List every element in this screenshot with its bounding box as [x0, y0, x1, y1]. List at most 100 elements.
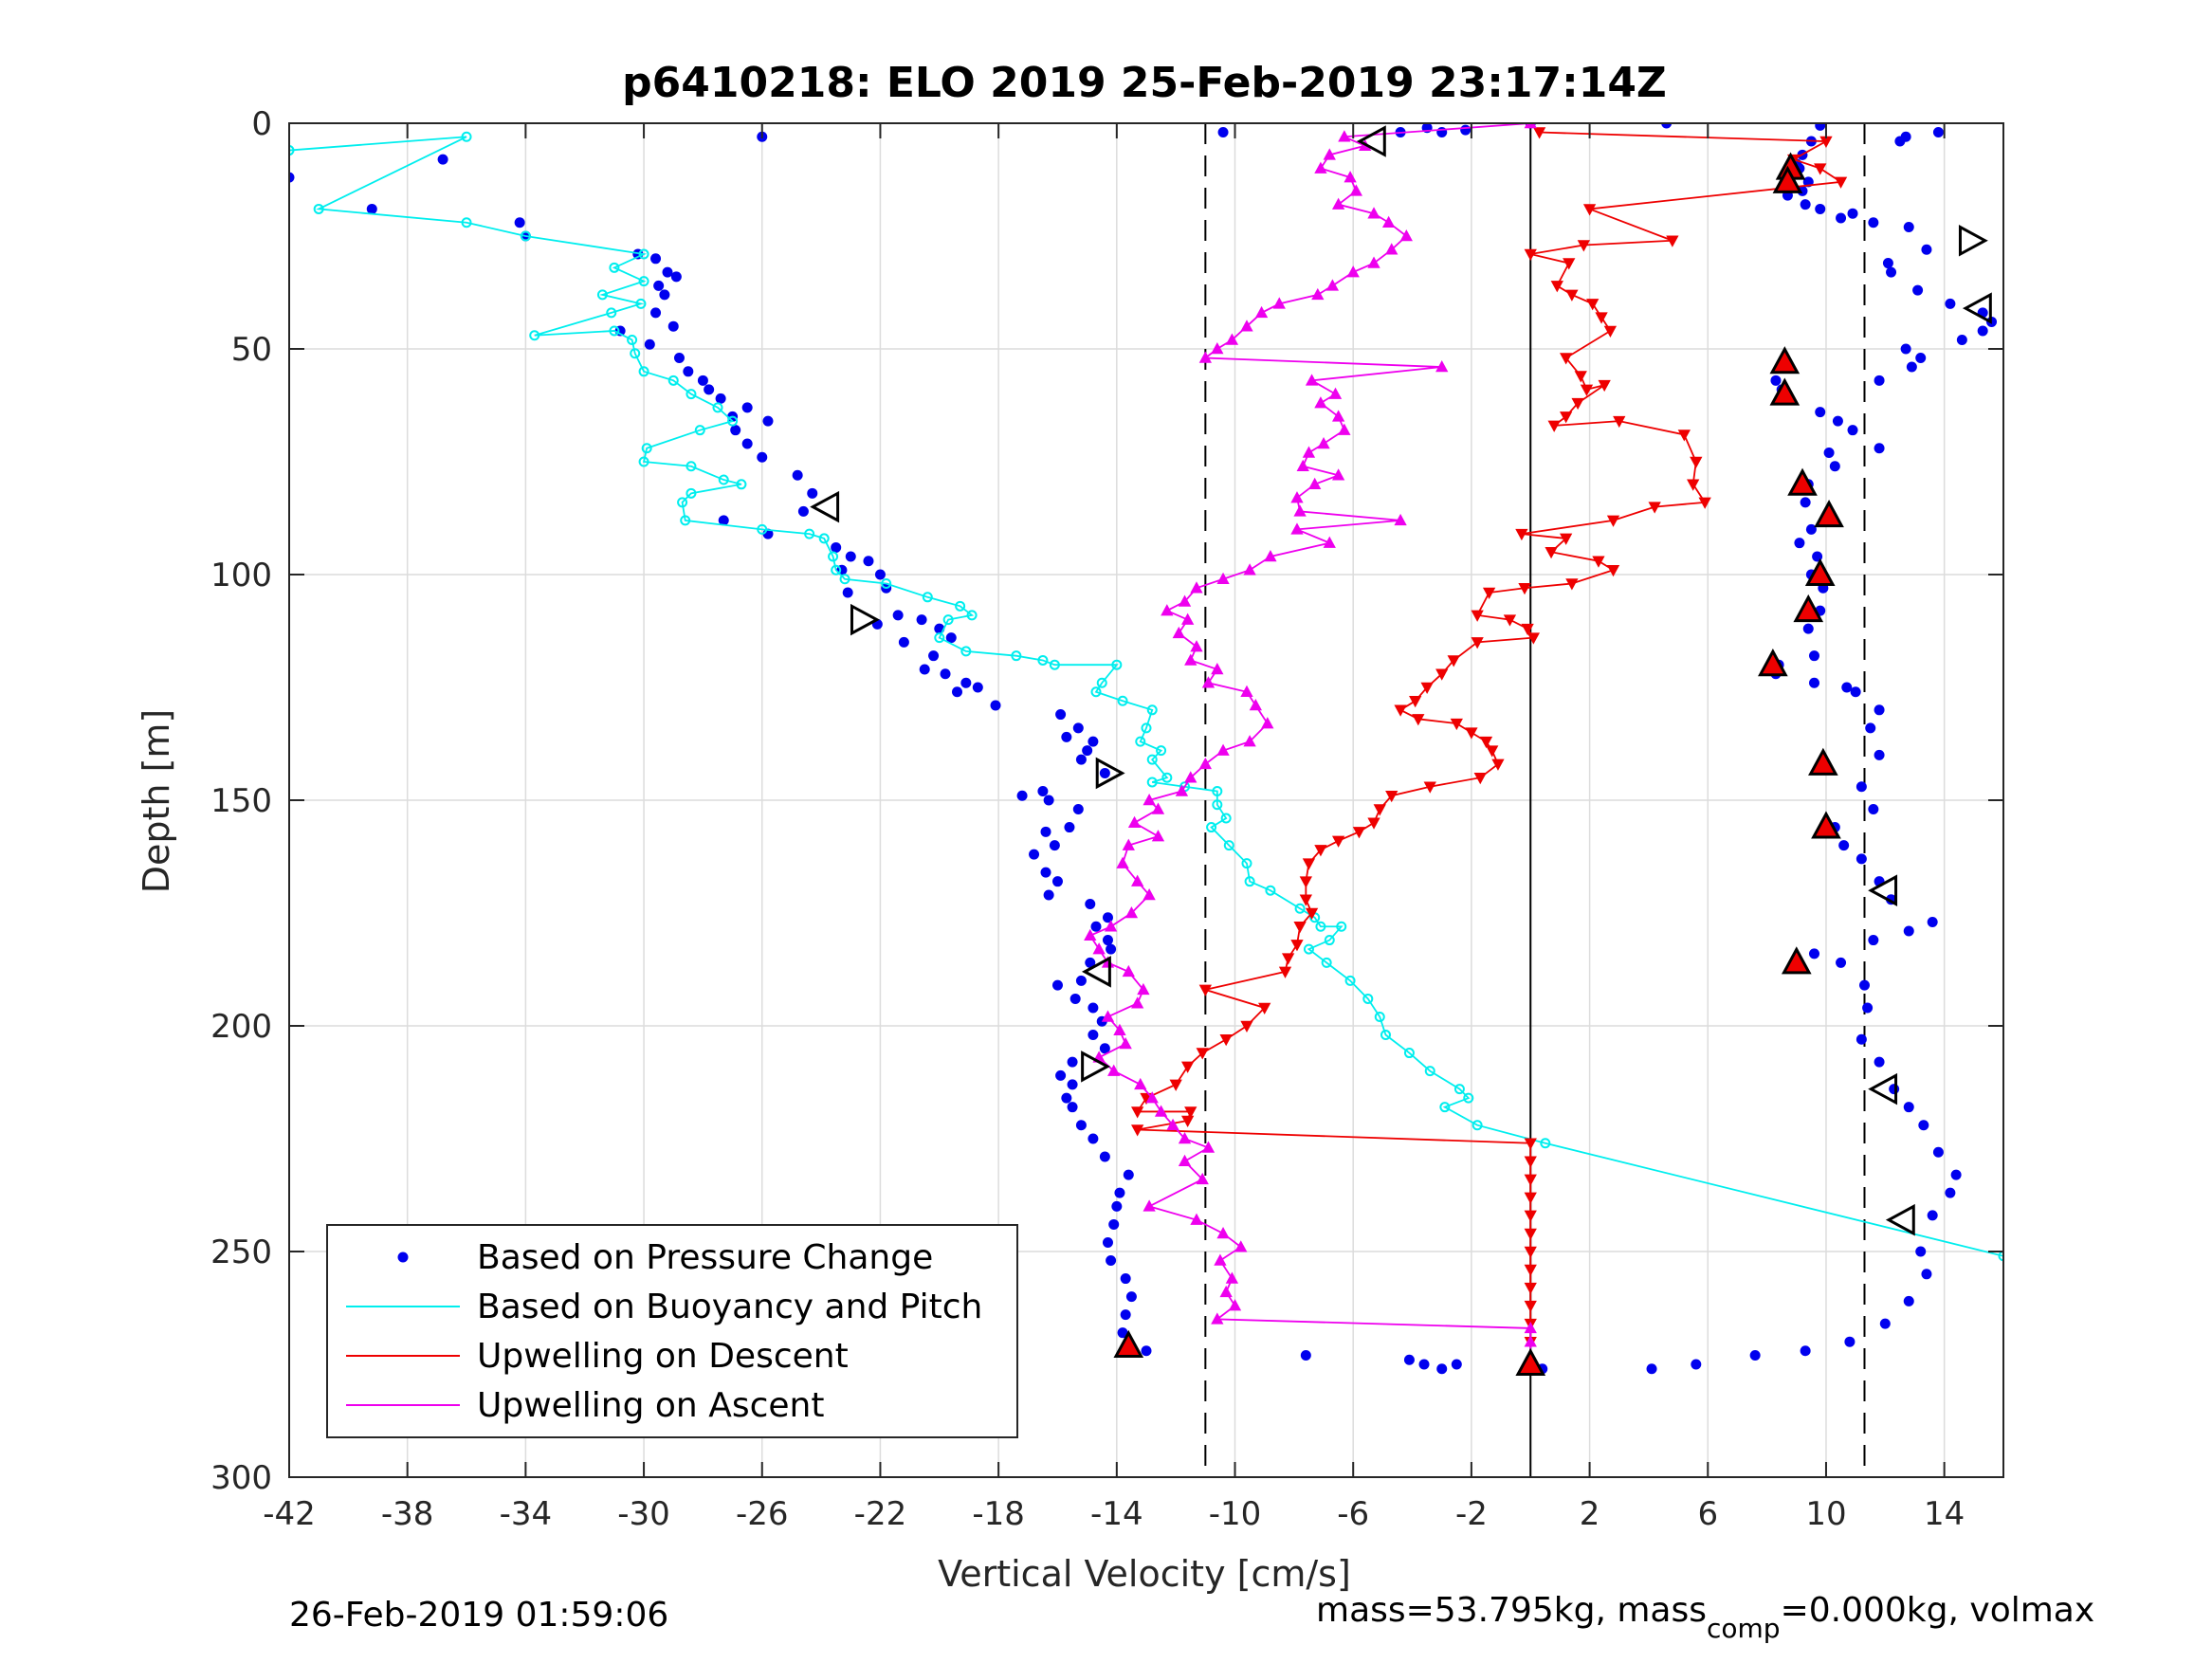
buoyancy-point — [1362, 993, 1374, 1004]
series-layer — [289, 123, 2003, 1376]
pressure-point — [1808, 650, 1819, 662]
pressure-point — [1040, 867, 1051, 878]
pressure-point — [972, 682, 983, 693]
pressure-point — [1646, 1363, 1657, 1375]
buoyancy-point — [627, 334, 638, 345]
buoyancy-point — [609, 262, 620, 273]
pressure-point — [741, 438, 753, 449]
buoyancy-point — [1303, 943, 1314, 955]
buoyancy-point — [1156, 745, 1167, 757]
surface-marker — [1793, 594, 1824, 623]
pressure-point — [1808, 677, 1819, 688]
footer-mass-part1: mass=53.795kg, mass — [1316, 1591, 1707, 1630]
pressure-point — [1956, 334, 1967, 345]
pressure-point — [1043, 795, 1054, 806]
pressure-point — [1800, 497, 1811, 508]
pressure-point — [1918, 1120, 1929, 1131]
y-axis-label: Depth [m] — [136, 709, 177, 894]
buoyancy-point — [831, 564, 842, 576]
buoyancy-point — [641, 443, 652, 454]
pressure-point — [951, 686, 962, 698]
pressure-point — [945, 632, 957, 644]
buoyancy-point — [686, 389, 697, 400]
pressure-point — [1844, 1336, 1856, 1347]
legend-label: Upwelling on Ascent — [477, 1386, 824, 1425]
pressure-point — [1051, 979, 1063, 991]
surface-marker — [1515, 1347, 1546, 1376]
pressure-point — [1808, 948, 1819, 959]
pressure-point — [1856, 1033, 1867, 1045]
pressure-point — [1085, 957, 1096, 968]
pressure-point — [863, 556, 874, 567]
series-ascent-markers — [850, 224, 1988, 1083]
pressure-point — [1069, 993, 1081, 1004]
pressure-point — [1067, 1056, 1078, 1068]
ascent-start-marker — [1958, 224, 1988, 257]
buoyancy-point — [1439, 1102, 1451, 1113]
pressure-point — [1102, 935, 1113, 946]
pressure-point — [1927, 917, 1938, 928]
descent-start-marker — [1868, 1072, 1898, 1106]
buoyancy-point — [955, 600, 966, 612]
buoyancy-point — [1265, 885, 1276, 896]
pressure-point — [1950, 1169, 1962, 1180]
pressure-point — [1836, 212, 1847, 224]
descent-start-marker — [1885, 1203, 1915, 1236]
pressure-point — [919, 664, 930, 675]
buoyancy-point — [1117, 695, 1128, 706]
pressure-point — [1064, 822, 1075, 833]
y-tick-label: 150 — [210, 782, 272, 820]
pressure-point — [1800, 1345, 1811, 1357]
footer-timestamp: 26-Feb-2019 01:59:06 — [289, 1596, 668, 1635]
pressure-point — [1894, 136, 1906, 147]
y-tick-label: 200 — [210, 1008, 272, 1046]
buoyancy-point — [1472, 1120, 1483, 1131]
pressure-point — [1874, 375, 1885, 386]
pressure-point — [1874, 749, 1885, 760]
descent-line — [1135, 131, 1844, 1343]
x-tick-label: -10 — [1209, 1495, 1262, 1533]
surface-marker — [1769, 377, 1801, 406]
pressure-point — [1088, 1133, 1099, 1144]
buoyancy-point — [818, 533, 830, 544]
pressure-point — [1903, 1295, 1914, 1307]
descent-start-marker — [810, 490, 840, 523]
pressure-point — [1085, 898, 1096, 909]
pressure-point — [1945, 1187, 1956, 1198]
pressure-point — [797, 505, 809, 517]
pressure-point — [1770, 375, 1782, 386]
pressure-point — [1829, 461, 1840, 472]
pressure-point — [1075, 975, 1087, 986]
buoyancy-point — [727, 415, 739, 427]
legend-box — [326, 1224, 1018, 1438]
pressure-point — [1868, 804, 1879, 815]
x-tick-label: -14 — [1090, 1495, 1143, 1533]
pressure-point — [1217, 127, 1229, 138]
pressure-point — [653, 280, 665, 291]
footer-mass-info: mass=53.795kg, masscomp=0.000kg, volmax — [1316, 1591, 2094, 1644]
pressure-point — [1661, 123, 1673, 129]
pressure-point — [1912, 284, 1924, 296]
buoyancy-point — [712, 402, 723, 413]
series-descent-markers — [810, 125, 1992, 1236]
pressure-point — [928, 650, 940, 662]
pressure-point — [1120, 1273, 1131, 1285]
pressure-point — [650, 253, 662, 265]
pressure-point — [1016, 790, 1028, 801]
pressure-point — [1915, 353, 1927, 364]
pressure-point — [697, 375, 708, 386]
axes — [288, 122, 2004, 1478]
y-tick-label: 100 — [210, 557, 272, 594]
pressure-point — [437, 154, 448, 165]
y-tick-label: 0 — [251, 105, 272, 143]
buoyancy-point — [1998, 1251, 2003, 1262]
buoyancy-point — [694, 425, 705, 436]
pressure-point — [1868, 935, 1879, 946]
pressure-point — [1072, 804, 1084, 815]
pressure-point — [892, 610, 904, 621]
pressure-point — [1090, 921, 1102, 932]
chart-title: p6410218: ELO 2019 25-Feb-2019 23:17:14Z — [622, 59, 1667, 107]
pressure-point — [644, 338, 655, 350]
